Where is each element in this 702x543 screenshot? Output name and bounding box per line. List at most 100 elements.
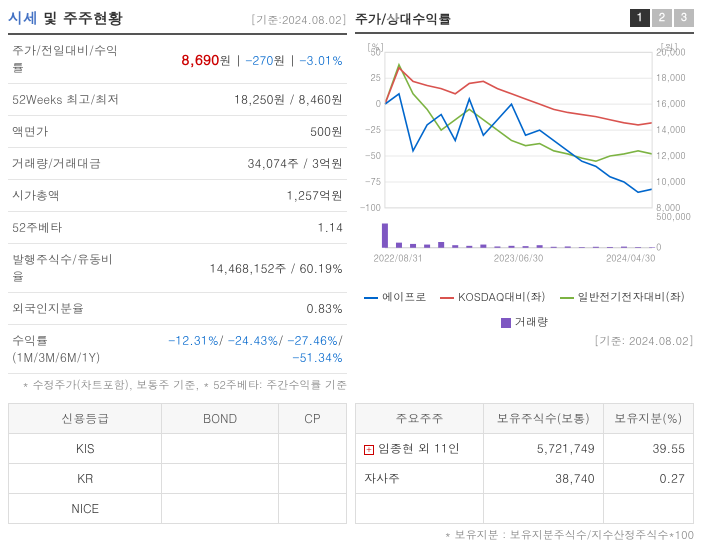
info-value: 14,468,152주 / 60.19% [128, 244, 347, 293]
legend-item: 일반전기전자대비(좌) [560, 290, 685, 305]
chart-tab-button[interactable]: 3 [674, 9, 694, 27]
rating-cell [162, 494, 278, 524]
title-main: 및 주주현황 [43, 8, 123, 29]
section-header: 시세 및 주주현황 [기준:2024.08.02] [8, 8, 347, 35]
legend-label: 일반전기전자대비(좌) [578, 290, 685, 305]
shareholder-header: 보유주식수(보통) [483, 404, 603, 434]
legend-label: 에이프로 [382, 290, 426, 305]
legend-label: 거래량 [515, 315, 548, 330]
info-label: 시가총액 [8, 180, 128, 212]
info-value: 8,690원 | -270원 | -3.01% [128, 35, 347, 84]
info-row: 주가/전일대비/수익률8,690원 | -270원 | -3.01% [8, 35, 347, 84]
legend-item: 거래량 [501, 315, 548, 330]
svg-text:-25: -25 [365, 123, 381, 136]
rating-header: BOND [162, 404, 278, 434]
basis-date: [기준:2024.08.02] [251, 13, 347, 28]
rating-cell: NICE [9, 494, 162, 524]
info-label: 52Weeks 최고/최저 [8, 84, 128, 116]
rating-cell [278, 434, 346, 464]
info-value: 0.83% [128, 293, 347, 325]
svg-text:14,000: 14,000 [656, 123, 686, 136]
table-row: NICE [9, 494, 347, 524]
stock-info-table: 주가/전일대비/수익률8,690원 | -270원 | -3.01%52Week… [8, 35, 347, 374]
svg-text:16,000: 16,000 [656, 97, 686, 110]
svg-text:-50: -50 [365, 149, 381, 162]
shareholder-header: 보유지분(%) [603, 404, 693, 434]
rating-cell: KR [9, 464, 162, 494]
legend-swatch [440, 297, 454, 299]
shareholder-name[interactable]: +임종현 외 11인 [356, 434, 484, 464]
info-label: 발행주식수/유동비율 [8, 244, 128, 293]
rating-cell [278, 494, 346, 524]
info-row: 액면가500원 [8, 116, 347, 148]
table-row: 자사주38,7400.27 [356, 464, 694, 494]
info-row: 52주베타1.14 [8, 212, 347, 244]
legend-swatch [501, 318, 511, 328]
rating-cell [278, 464, 346, 494]
svg-text:-75: -75 [365, 175, 381, 188]
info-value: -12.31%/ -24.43%/ -27.46%/ -51.34% [128, 325, 347, 374]
rating-cell [162, 434, 278, 464]
shareholder-pct: 39.55 [603, 434, 693, 464]
svg-text:500,000: 500,000 [656, 210, 691, 223]
info-row: 52Weeks 최고/최저18,250원 / 8,460원 [8, 84, 347, 116]
title-prefix: 시세 [8, 8, 43, 29]
shareholder-name: 자사주 [356, 464, 484, 494]
legend-item: 에이프로 [364, 290, 426, 305]
rating-header: CP [278, 404, 346, 434]
svg-text:12,000: 12,000 [656, 149, 686, 162]
shareholder-header: 주요주주 [356, 404, 484, 434]
legend-label: KOSDAQ대비(좌) [458, 290, 545, 305]
table-row: +임종현 외 11인5,721,74939.55 [356, 434, 694, 464]
expand-icon[interactable]: + [364, 445, 374, 455]
svg-text:25: 25 [370, 71, 380, 84]
rating-header: 신용등급 [9, 404, 162, 434]
info-row: 발행주식수/유동비율14,468,152주 / 60.19% [8, 244, 347, 293]
info-label: 52주베타 [8, 212, 128, 244]
svg-text:2022/08/31: 2022/08/31 [374, 252, 423, 265]
legend-swatch [560, 297, 574, 299]
chart-svg: [%][원]50250-25-50-75-10020,00018,00016,0… [355, 38, 694, 288]
info-label: 거래량/거래대금 [8, 148, 128, 180]
rating-cell: KIS [9, 434, 162, 464]
table-row: KR [9, 464, 347, 494]
shareholder-table: 주요주주보유주식수(보통)보유지분(%) +임종현 외 11인5,721,749… [355, 403, 694, 524]
info-row: 거래량/거래대금34,074주 / 3억원 [8, 148, 347, 180]
svg-text:2024/04/30: 2024/04/30 [606, 252, 655, 265]
info-value: 1,257억원 [128, 180, 347, 212]
credit-rating-table: 신용등급BONDCP KISKRNICE [8, 403, 347, 524]
chart-legend: 에이프로 KOSDAQ대비(좌) 일반전기전자대비(좌) 거래량 [355, 290, 694, 330]
info-value: 34,074주 / 3억원 [128, 148, 347, 180]
price-chart: [%][원]50250-25-50-75-10020,00018,00016,0… [355, 38, 694, 288]
shareholder-shares: 38,740 [483, 464, 603, 494]
info-row: 수익률 (1M/3M/6M/1Y)-12.31%/ -24.43%/ -27.4… [8, 325, 347, 374]
chart-tab-group: 123 [630, 9, 694, 27]
shareholder-pct: 0.27 [603, 464, 693, 494]
chart-basis-date: [기준: 2024.08.02] [355, 334, 694, 349]
chart-title: 주가/상대수익률 [355, 9, 451, 28]
info-row: 외국인지분율0.83% [8, 293, 347, 325]
chart-tab-button[interactable]: 2 [652, 9, 672, 27]
svg-text:20,000: 20,000 [656, 45, 686, 58]
section-title: 시세 및 주주현황 [8, 8, 123, 29]
svg-text:18,000: 18,000 [656, 71, 686, 84]
info-value: 18,250원 / 8,460원 [128, 84, 347, 116]
svg-text:2023/06/30: 2023/06/30 [494, 252, 543, 265]
info-row: 시가총액1,257억원 [8, 180, 347, 212]
svg-text:0: 0 [376, 97, 381, 110]
svg-text:10,000: 10,000 [656, 175, 686, 188]
shareholder-footnote: * 보유지분 : 보유지분주식수/지수산정주식수*100 [355, 528, 694, 543]
info-value: 500원 [128, 116, 347, 148]
info-label: 수익률 (1M/3M/6M/1Y) [8, 325, 128, 374]
chart-tab-button[interactable]: 1 [630, 9, 650, 27]
info-label: 액면가 [8, 116, 128, 148]
svg-text:50: 50 [370, 45, 380, 58]
table-row [356, 494, 694, 524]
svg-text:0: 0 [656, 241, 661, 254]
legend-item: KOSDAQ대비(좌) [440, 290, 545, 305]
info-label: 외국인지분율 [8, 293, 128, 325]
chart-header: 주가/상대수익률 123 [355, 8, 694, 34]
table-row: KIS [9, 434, 347, 464]
rating-cell [162, 464, 278, 494]
info-label: 주가/전일대비/수익률 [8, 35, 128, 84]
